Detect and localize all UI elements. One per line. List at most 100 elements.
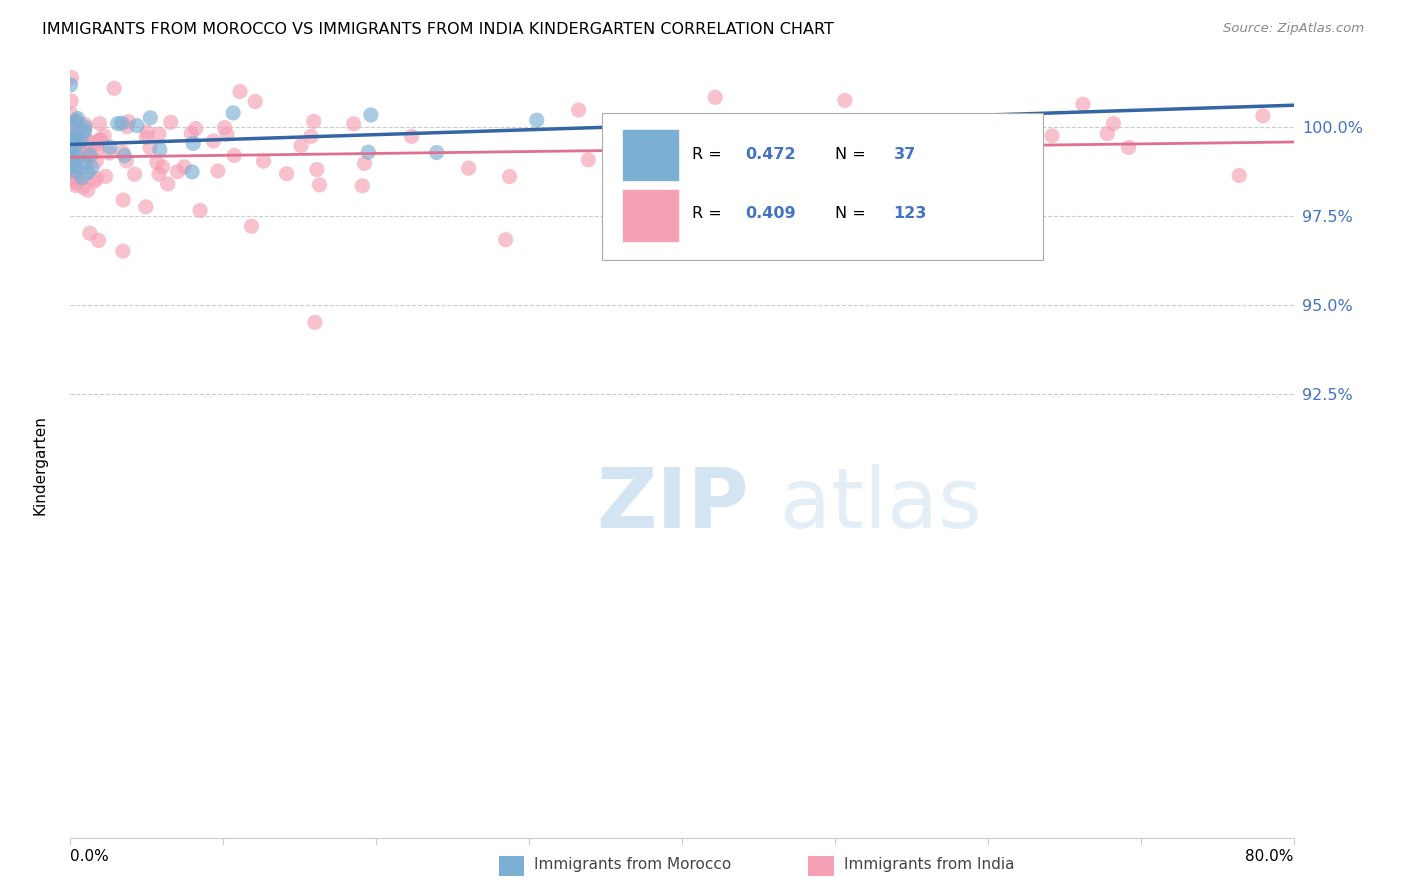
Point — [89, 133, 111, 147]
Point — [643, 145, 665, 159]
Point — [229, 85, 252, 99]
Point — [63, 140, 86, 154]
Point — [457, 161, 479, 176]
Point — [66, 130, 89, 145]
Point — [342, 117, 364, 131]
Point — [124, 167, 146, 181]
Text: 80.0%: 80.0% — [1246, 849, 1294, 864]
Point — [146, 155, 169, 169]
Point — [184, 121, 207, 136]
Point — [63, 178, 86, 193]
Point — [98, 146, 121, 161]
Point — [103, 81, 125, 95]
Point — [114, 148, 136, 162]
FancyBboxPatch shape — [602, 113, 1043, 260]
Point — [207, 164, 229, 178]
Point — [65, 150, 87, 164]
Point — [76, 165, 98, 179]
Point — [66, 150, 89, 164]
Point — [1118, 140, 1140, 154]
Text: IMMIGRANTS FROM MOROCCO VS IMMIGRANTS FROM INDIA KINDERGARTEN CORRELATION CHART: IMMIGRANTS FROM MOROCCO VS IMMIGRANTS FR… — [42, 22, 834, 37]
Point — [60, 147, 83, 161]
Point — [567, 103, 589, 117]
Point — [159, 115, 181, 129]
Point — [498, 169, 520, 184]
Point — [93, 128, 115, 143]
Point — [495, 233, 517, 247]
Point — [87, 234, 110, 248]
Point — [360, 108, 382, 122]
Point — [1097, 127, 1119, 141]
Point — [308, 178, 330, 192]
Point — [60, 119, 83, 133]
Point — [111, 116, 134, 130]
Point — [83, 174, 105, 188]
Point — [60, 94, 83, 108]
Point — [115, 120, 138, 134]
Point — [526, 113, 548, 128]
Point — [72, 180, 94, 194]
Point — [75, 161, 97, 175]
Point — [86, 171, 108, 186]
Point — [89, 117, 111, 131]
Text: 0.472: 0.472 — [745, 146, 796, 161]
Text: 0.409: 0.409 — [745, 206, 796, 221]
Point — [65, 172, 87, 186]
Point — [70, 134, 93, 148]
Point — [65, 113, 87, 128]
Point — [181, 165, 204, 179]
Point — [59, 78, 82, 92]
Point — [576, 153, 599, 167]
Point — [62, 140, 84, 154]
Point — [188, 203, 211, 218]
Point — [610, 151, 633, 165]
Point — [79, 143, 101, 157]
Point — [62, 131, 84, 145]
Point — [63, 120, 86, 135]
Point — [704, 90, 727, 104]
Point — [1102, 117, 1125, 131]
Point — [73, 124, 96, 138]
Point — [135, 130, 157, 145]
Text: R =: R = — [692, 146, 727, 161]
Point — [752, 136, 775, 150]
Point — [353, 156, 375, 170]
Point — [63, 171, 86, 186]
Point — [173, 160, 195, 174]
Point — [63, 126, 86, 140]
Point — [70, 128, 93, 142]
Point — [115, 153, 138, 168]
Point — [1251, 109, 1274, 123]
Point — [156, 177, 179, 191]
Bar — [623, 130, 678, 180]
Point — [149, 143, 172, 157]
Point — [304, 315, 326, 329]
Point — [69, 123, 91, 137]
Point — [664, 178, 686, 193]
Point — [62, 155, 84, 169]
Point — [72, 142, 94, 156]
Point — [80, 161, 103, 175]
Point — [63, 171, 86, 186]
Point — [107, 117, 129, 131]
Point — [60, 137, 83, 152]
Point — [299, 129, 322, 144]
Point — [79, 227, 101, 241]
Text: ZIP: ZIP — [596, 464, 749, 545]
Point — [66, 151, 89, 165]
Point — [63, 169, 86, 184]
Point — [135, 200, 157, 214]
Point — [276, 167, 298, 181]
Point — [181, 136, 204, 151]
Point — [139, 140, 162, 154]
Point — [79, 148, 101, 162]
Point — [215, 127, 238, 141]
Point — [73, 120, 96, 135]
Point — [73, 155, 96, 169]
Point — [834, 94, 856, 108]
Point — [70, 170, 93, 185]
Text: Source: ZipAtlas.com: Source: ZipAtlas.com — [1223, 22, 1364, 36]
Point — [86, 143, 108, 157]
Point — [1071, 97, 1094, 112]
Point — [89, 133, 111, 147]
